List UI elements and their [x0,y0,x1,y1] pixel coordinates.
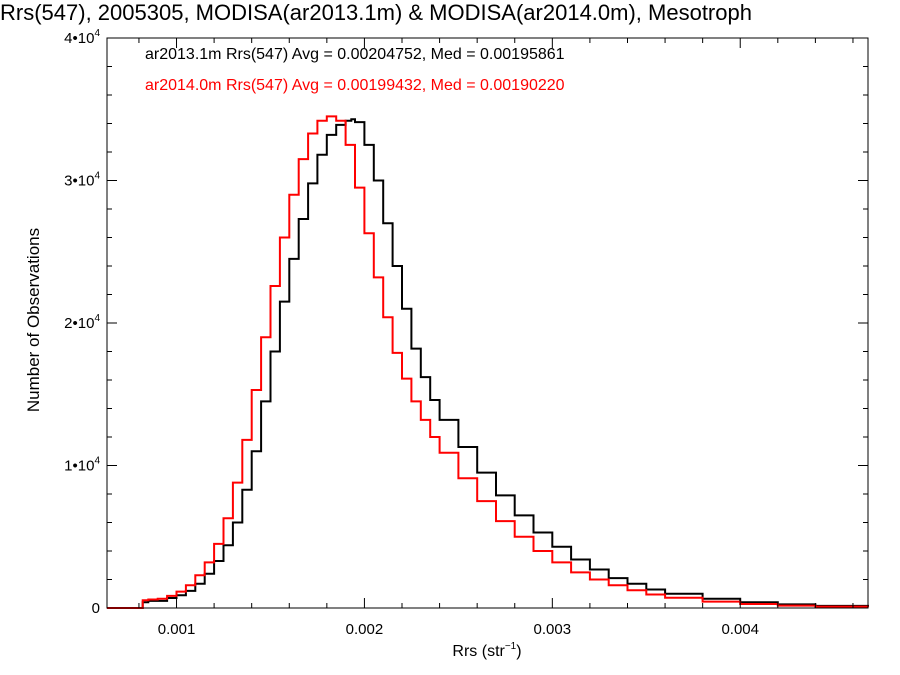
x-axis-title-sup: −1 [505,641,517,652]
plot-frame [106,37,869,609]
y-axis-title: Number of Observations [24,228,43,412]
plot-series [107,115,869,609]
y-tick-label-4: 4•104 [64,28,100,47]
legend-entry-ar2014: ar2014.0m Rrs(547) Avg = 0.00199432, Med… [145,77,565,94]
x-tick-label-2: 0.003 [534,621,572,638]
axis-ticks [107,37,868,609]
y-tick-label-0: 0 [92,600,100,617]
y-tick-label-2: 2•104 [64,313,100,332]
x-tick-label-3: 0.004 [721,621,759,638]
series-line-1 [107,115,869,609]
x-axis-title: Rrs (str−1) [452,641,521,660]
legend-entry-ar2013: ar2013.1m Rrs(547) Avg = 0.00204752, Med… [145,46,565,63]
axis-labels: 0.001 0.002 0.003 0.004 0 1•104 2•104 3•104 4•10… [64,28,759,638]
x-tick-label-1: 0.002 [346,621,384,638]
x-tick-label-0: 0.001 [158,621,196,638]
chart-title: Rrs(547), 2005305, MODISA(ar2013.1m) & M… [0,0,752,25]
x-axis-title-main: Rrs (str [452,643,505,660]
x-axis-title-close: ) [516,643,521,660]
y-tick-label-1: 1•104 [64,456,100,475]
series-line-0 [107,118,869,609]
y-tick-label-3: 3•104 [64,171,100,190]
